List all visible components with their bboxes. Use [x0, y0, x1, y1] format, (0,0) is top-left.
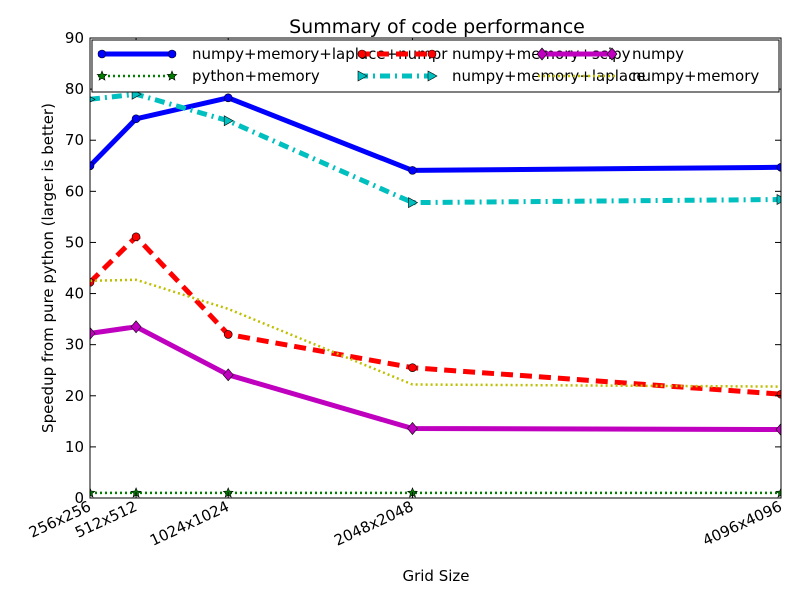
- legend-box: [91, 39, 780, 93]
- legend-marker: [357, 70, 368, 82]
- data-point: [131, 114, 141, 124]
- y-tick-label: 70: [65, 131, 84, 149]
- legend-item: numpy+memory+laplace+numpr: [97, 45, 448, 63]
- legend: numpy+memory+laplace+numpr python+memory n…: [91, 39, 780, 93]
- x-axis-title: Grid Size: [402, 567, 469, 585]
- chart-title: Summary of code performance: [289, 16, 585, 38]
- y-axis-title: Speedup from pure python (larger is bett…: [39, 103, 57, 433]
- x-tick-label: 4096x4096: [700, 497, 785, 549]
- legend-label: numpy+memory+laplace+numpr: [192, 45, 448, 63]
- series-line: [90, 278, 781, 388]
- y-tick-label: 0: [74, 489, 84, 507]
- data-point: [222, 368, 234, 382]
- legend-label: numpy: [632, 45, 684, 63]
- legend-label: numpy+memory: [632, 67, 759, 85]
- y-tick-label: 10: [65, 438, 84, 456]
- data-point: [223, 330, 233, 339]
- data-point: [408, 197, 419, 209]
- data-point: [131, 232, 141, 242]
- data-point: [90, 487, 96, 498]
- y-tick-label: 40: [65, 285, 84, 303]
- series-line: [90, 234, 781, 397]
- legend-marker: [536, 47, 548, 61]
- y-tick-label: 90: [65, 29, 84, 47]
- legend-item: python+memory: [96, 67, 320, 85]
- data-point: [408, 363, 417, 372]
- legend-label: python+memory: [192, 67, 320, 85]
- data-point: [90, 161, 95, 171]
- y-tick-label: 60: [65, 182, 84, 200]
- plot-frame: [89, 37, 782, 499]
- series-line: [90, 91, 781, 206]
- series-5: [90, 278, 781, 388]
- legend-marker: [97, 49, 107, 59]
- legend-marker: [357, 49, 367, 59]
- y-tick-label: 30: [65, 336, 84, 354]
- data-point: [130, 320, 142, 334]
- legend-marker: [166, 70, 178, 81]
- series-0: [90, 93, 781, 175]
- data-point: [223, 93, 233, 103]
- data-point: [775, 487, 781, 498]
- data-point: [90, 326, 96, 340]
- data-point: [407, 422, 418, 435]
- legend-marker: [167, 49, 177, 59]
- data-point: [776, 194, 781, 206]
- data-point: [408, 166, 417, 175]
- legend-marker: [427, 70, 438, 82]
- legend-item: numpy: [536, 45, 684, 63]
- axes-frame: [89, 37, 782, 499]
- legend-marker: [427, 49, 437, 59]
- x-tick-label: 1024x1024: [147, 497, 232, 549]
- y-tick-label: 80: [65, 80, 84, 98]
- legend-marker: [96, 70, 108, 81]
- series-line: [90, 324, 781, 432]
- series-layer: [90, 88, 781, 498]
- series-1: [90, 487, 781, 498]
- legend-marker: [606, 47, 618, 61]
- y-tick-label: 50: [65, 233, 84, 251]
- data-point: [775, 423, 781, 436]
- series-4: [90, 320, 781, 436]
- data-point: [223, 115, 234, 127]
- series-2: [90, 232, 781, 399]
- legend-item: numpy+memory: [538, 67, 759, 85]
- series-line: [90, 95, 781, 173]
- y-tick-label: 20: [65, 387, 84, 405]
- x-tick-label: 2048x2048: [331, 497, 416, 549]
- data-point: [776, 163, 781, 172]
